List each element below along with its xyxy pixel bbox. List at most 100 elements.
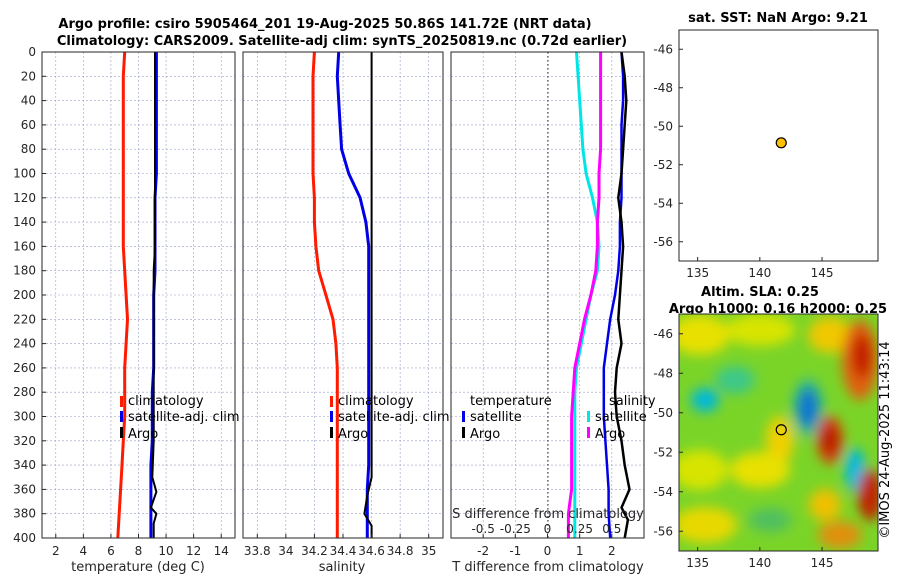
temperature-xlabel: temperature (deg C): [71, 560, 205, 575]
s-difference-xlabel: S difference from climatology: [452, 507, 644, 522]
y-tick-label: 320: [13, 434, 36, 448]
y-tick-label: 100: [13, 167, 36, 181]
s-tick-label: 0.5: [602, 522, 621, 536]
legend-swatch-s-argo: [587, 427, 590, 438]
panel-temperature: 0 20 40 60 80 100 120 140 160 180 200 220 240 260 280 3…: [13, 45, 240, 575]
legend-title-temperature: temperature: [470, 394, 552, 409]
map-y-tick-label: -46: [653, 42, 673, 56]
sla-heatmap: [679, 314, 878, 551]
map-x-tick-label: 140: [748, 266, 771, 280]
map-y-tick-label: -46: [653, 327, 673, 341]
legend-swatch-t-argo: [462, 427, 465, 438]
map-y-tick-label: -54: [653, 485, 673, 499]
legend-swatch-argo: [120, 427, 123, 438]
s-tick-label: -0.5: [471, 522, 494, 536]
map-y-tick-label: -52: [653, 158, 673, 172]
y-tick-label: 160: [13, 239, 36, 253]
series-climatology: [116, 52, 129, 538]
legend-label-climatology: climatology: [338, 394, 414, 409]
x-tick-label: 8: [135, 544, 143, 558]
y-tick-label: 260: [13, 361, 36, 375]
map-y-tick-label: -50: [653, 119, 673, 133]
y-tick-label: 180: [13, 264, 36, 278]
argo-position-marker: [775, 424, 787, 436]
x-tick-label: 12: [186, 544, 201, 558]
x-tick-label: 33.8: [244, 544, 271, 558]
y-tick-label: 280: [13, 385, 36, 399]
y-tick-label: 120: [13, 191, 36, 205]
panel-sst-map: sat. SST: NaN Argo: 9.21 135 140 145 -46 -48…: [653, 11, 879, 280]
s-tick-label: -0.25: [500, 522, 531, 536]
imos-credit: ©IMOS 24-Aug-2025 11:43:14: [878, 341, 893, 538]
legend-label-climatology: climatology: [128, 394, 204, 409]
x-tick-label: 34: [278, 544, 293, 558]
x-tick-label: 2: [52, 544, 60, 558]
map-y-tick-label: -48: [653, 366, 673, 380]
map-y-tick-label: -54: [653, 196, 673, 210]
s-tick-label: 0.25: [566, 522, 593, 536]
y-tick-label: 80: [21, 142, 36, 156]
x-tick-label: 4: [80, 544, 88, 558]
y-tick-label: 300: [13, 410, 36, 424]
legend-swatch-climatology: [330, 396, 333, 407]
salinity-xlabel: salinity: [319, 560, 366, 575]
x-tick-label: 34.2: [301, 544, 328, 558]
x-tick-label: 35: [421, 544, 436, 558]
series-satellite-adj-clim: [335, 52, 371, 538]
legend-label-argo: Argo: [338, 427, 368, 442]
x-tick-label: 10: [158, 544, 173, 558]
map-y-tick-label: -50: [653, 406, 673, 420]
map-y-tick-label: -48: [653, 81, 673, 95]
map-y-tick-label: -56: [653, 524, 673, 538]
legend-label-t-satellite: satellite: [470, 410, 522, 425]
map-y-tick-label: -56: [653, 235, 673, 249]
y-tick-label: 140: [13, 215, 36, 229]
map-x-tick-label: 135: [686, 556, 709, 570]
series-argo: [149, 52, 158, 538]
panel-salinity: 33.8 34 34.2 34.4 34.6 34.8 35 salinity climat…: [242, 51, 450, 575]
map-y-tick-label: -52: [653, 445, 673, 459]
series-argo: [363, 52, 373, 538]
s-tick-label: 0: [544, 522, 552, 536]
panel-difference: -2 -1 0 1 2 -0.5 -0.25 0 0.25 0.5 S difference f…: [450, 51, 656, 575]
legend-swatch-s-satellite: [587, 411, 590, 422]
x-tick-label: -2: [477, 544, 489, 558]
legend-temperature: climatology satellite-adj. clim Argo: [120, 394, 240, 442]
title-line2: Climatology: CARS2009. Satellite-adj cli…: [57, 34, 627, 49]
y-tick-label: 0: [28, 45, 36, 59]
panel-sla-map: Altim. SLA: 0.25 Argo h1000: 0.16 h2000:…: [653, 285, 893, 570]
y-tick-label: 400: [13, 531, 36, 545]
y-tick-label: 340: [13, 458, 36, 472]
legend-label-argo: Argo: [128, 427, 158, 442]
sla-title-2: Argo h1000: 0.16 h2000: 0.25: [669, 302, 887, 317]
legend-label-t-argo: Argo: [470, 427, 500, 442]
x-tick-label: 2: [608, 544, 616, 558]
y-tick-label: 360: [13, 482, 36, 496]
legend-label-s-argo: Argo: [595, 427, 625, 442]
series-s-satellite: [566, 52, 603, 538]
legend-salinity: climatology satellite-adj. clim Argo: [330, 394, 450, 442]
series-s-argo: [613, 52, 631, 538]
map-x-tick-label: 135: [686, 266, 709, 280]
series-climatology: [311, 52, 339, 538]
title-line1: Argo profile: csiro 5905464_201 19-Aug-2…: [58, 17, 591, 32]
legend-swatch-climatology: [120, 396, 123, 407]
legend-swatch-satellite: [330, 411, 333, 422]
y-tick-label: 380: [13, 507, 36, 521]
sst-title: sat. SST: NaN Argo: 9.21: [688, 11, 868, 26]
legend-title-salinity: salinity: [609, 394, 656, 409]
y-tick-label: 40: [21, 94, 36, 108]
legend-swatch-satellite: [120, 411, 123, 422]
sla-title-1: Altim. SLA: 0.25: [701, 285, 819, 300]
y-tick-label: 20: [21, 69, 36, 83]
t-difference-xlabel: T difference from climatology: [451, 560, 644, 575]
x-tick-label: 1: [576, 544, 584, 558]
series-t-argo: [602, 52, 625, 538]
map-x-tick-label: 145: [811, 266, 834, 280]
x-tick-label: 34.4: [330, 544, 357, 558]
x-tick-label: 0: [544, 544, 552, 558]
legend-label-satellite: satellite-adj. clim: [128, 410, 240, 425]
x-tick-label: 34.6: [358, 544, 385, 558]
legend-label-satellite: satellite-adj. clim: [338, 410, 450, 425]
